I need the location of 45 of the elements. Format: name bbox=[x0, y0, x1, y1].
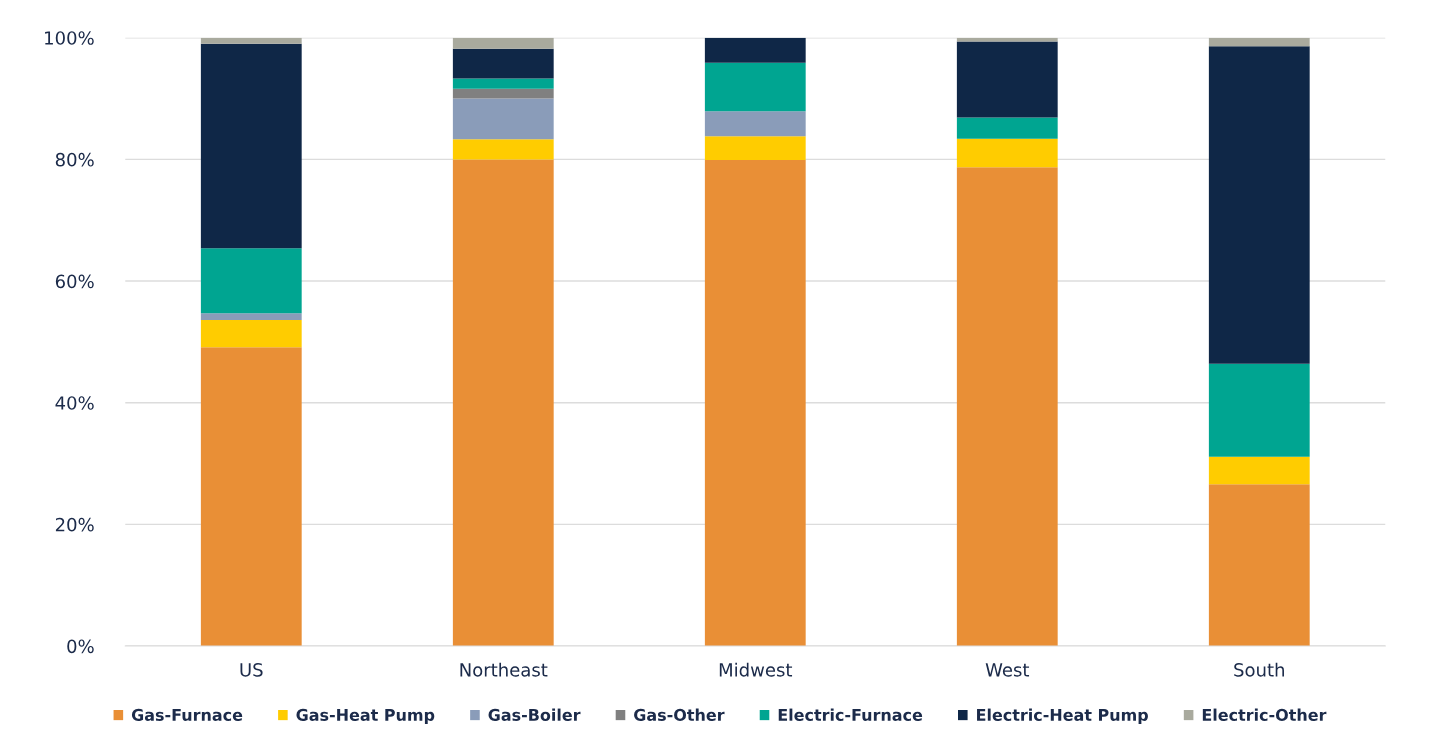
bar bbox=[956, 138, 1058, 168]
x-tick-label: US bbox=[240, 663, 263, 677]
x-tick-label: West bbox=[985, 663, 1030, 677]
bar bbox=[956, 41, 1058, 118]
bar bbox=[200, 37, 302, 44]
bar bbox=[704, 136, 806, 160]
bar bbox=[200, 43, 302, 249]
bar bbox=[452, 37, 554, 49]
legend-label: Gas-Furnace bbox=[131, 708, 243, 721]
legend-label: Gas-Heat Pump bbox=[296, 708, 435, 725]
bar bbox=[956, 167, 1058, 647]
bar bbox=[200, 248, 302, 314]
bar bbox=[704, 160, 806, 647]
bar bbox=[704, 111, 806, 137]
bar bbox=[704, 37, 806, 63]
bar bbox=[956, 117, 1058, 139]
bar bbox=[452, 98, 554, 140]
y-tick-label: 100% bbox=[45, 31, 94, 45]
y-tick-label: 0% bbox=[67, 639, 94, 654]
x-tick-label: Midwest bbox=[719, 662, 793, 677]
bar bbox=[1208, 363, 1310, 457]
bar bbox=[1208, 484, 1310, 647]
legend-label: Gas-Boiler bbox=[488, 708, 581, 721]
y-tick-label: 80% bbox=[55, 152, 94, 167]
bar bbox=[1208, 37, 1310, 47]
legend-label: Electric-Other bbox=[1202, 708, 1327, 721]
x-tick-label: Northeast bbox=[460, 662, 548, 677]
bar bbox=[1208, 46, 1310, 364]
bar bbox=[1208, 456, 1310, 485]
y-tick-label: 60% bbox=[55, 274, 94, 289]
legend-label: Electric-Heat Pump bbox=[977, 708, 1148, 725]
legend-label: Gas-Other bbox=[634, 708, 725, 721]
y-tick-label: 40% bbox=[55, 396, 94, 410]
bar bbox=[200, 313, 302, 320]
bar bbox=[704, 62, 806, 112]
y-tick-label: 20% bbox=[55, 517, 94, 532]
x-tick-label: South bbox=[1234, 662, 1284, 677]
bar bbox=[452, 159, 554, 647]
bar bbox=[452, 139, 554, 160]
legend-label: Electric-Furnace bbox=[778, 708, 923, 721]
bar bbox=[452, 78, 554, 89]
bar bbox=[452, 48, 554, 79]
bar bbox=[452, 88, 554, 99]
bar bbox=[200, 347, 302, 647]
bar bbox=[200, 319, 302, 348]
